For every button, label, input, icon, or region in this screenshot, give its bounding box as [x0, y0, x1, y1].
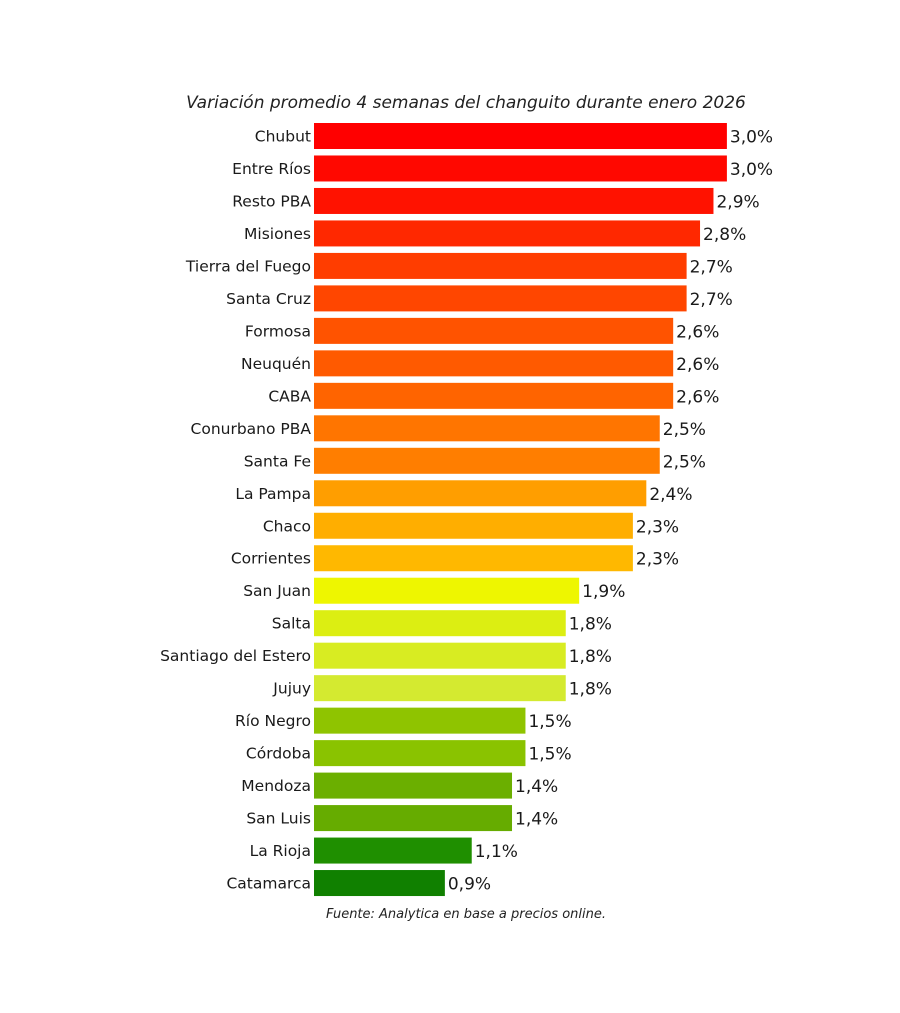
- value-label: 2,5%: [663, 420, 706, 440]
- bar-1: [314, 155, 727, 182]
- value-label: 2,4%: [649, 485, 692, 505]
- bar-2: [314, 187, 714, 214]
- category-label: Santa Fe: [244, 452, 311, 470]
- category-label: La Rioja: [250, 842, 311, 860]
- value-label: 3,0%: [730, 160, 773, 180]
- category-label: Neuquén: [241, 355, 311, 373]
- value-label: 2,3%: [636, 517, 679, 537]
- category-label: San Juan: [243, 582, 311, 600]
- category-label: Corrientes: [231, 550, 311, 568]
- value-label: 2,9%: [716, 192, 759, 212]
- category-label: Misiones: [244, 225, 311, 243]
- category-label: CABA: [268, 387, 311, 405]
- value-label: 3,0%: [730, 128, 773, 148]
- value-label: 2,3%: [636, 550, 679, 570]
- bar-13: [314, 545, 633, 572]
- category-label: Conurbano PBA: [191, 420, 312, 438]
- bar-0: [314, 123, 727, 149]
- category-label: Santa Cruz: [226, 290, 311, 308]
- value-label: 1,9%: [582, 582, 625, 602]
- category-label: La Pampa: [235, 485, 311, 503]
- category-label: Catamarca: [226, 875, 311, 893]
- value-label: 1,8%: [569, 615, 612, 635]
- value-label: 1,8%: [569, 647, 612, 667]
- category-label: Entre Ríos: [232, 160, 311, 178]
- bar-14: [314, 577, 580, 604]
- value-label: 1,5%: [528, 712, 571, 732]
- value-label: 1,4%: [515, 810, 558, 830]
- value-label: 1,5%: [528, 745, 571, 765]
- bar-4: [314, 252, 687, 279]
- value-label: 2,6%: [676, 355, 719, 375]
- category-label: Formosa: [245, 322, 311, 340]
- value-label: 2,6%: [676, 322, 719, 342]
- bar-16: [314, 642, 566, 669]
- category-label: Santiago del Estero: [160, 647, 311, 665]
- category-label: Río Negro: [235, 712, 311, 730]
- category-label: Jujuy: [272, 680, 311, 698]
- bar-9: [314, 415, 660, 442]
- bar-11: [314, 480, 647, 507]
- bars-group: Chubut 3,0% Entre Ríos 3,0% Resto PBA 2,9% Mis…: [160, 123, 773, 897]
- category-label: San Luis: [246, 810, 311, 828]
- bar-18: [314, 707, 526, 734]
- bar-8: [314, 382, 674, 409]
- category-label: Córdoba: [246, 745, 311, 763]
- bar-12: [314, 512, 633, 539]
- bar-23: [314, 870, 445, 897]
- value-label: 2,5%: [663, 452, 706, 472]
- value-label: 1,4%: [515, 777, 558, 797]
- category-label: Mendoza: [241, 777, 311, 795]
- bar-10: [314, 447, 660, 474]
- bar-7: [314, 350, 674, 377]
- bar-15: [314, 610, 566, 637]
- value-label: 1,8%: [569, 680, 612, 700]
- bar-20: [314, 772, 513, 799]
- bar-22: [314, 837, 472, 864]
- bar-17: [314, 675, 566, 702]
- value-label: 2,7%: [690, 290, 733, 310]
- value-label: 2,6%: [676, 387, 719, 407]
- bar-6: [314, 317, 674, 344]
- chart-source: Fuente: Analytica en base a precios onli…: [326, 907, 606, 922]
- chart-title: Variación promedio 4 semanas del changui…: [186, 93, 746, 113]
- category-label: Chubut: [255, 128, 311, 146]
- category-label: Tierra del Fuego: [185, 257, 311, 275]
- bar-19: [314, 740, 526, 767]
- category-label: Salta: [272, 615, 311, 633]
- bar-3: [314, 220, 701, 247]
- category-label: Chaco: [263, 517, 311, 535]
- bar-5: [314, 285, 687, 312]
- value-label: 2,8%: [703, 225, 746, 245]
- value-label: 1,1%: [475, 842, 518, 862]
- category-label: Resto PBA: [232, 192, 311, 210]
- value-label: 2,7%: [690, 257, 733, 277]
- bar-21: [314, 805, 513, 832]
- value-label: 0,9%: [448, 875, 491, 895]
